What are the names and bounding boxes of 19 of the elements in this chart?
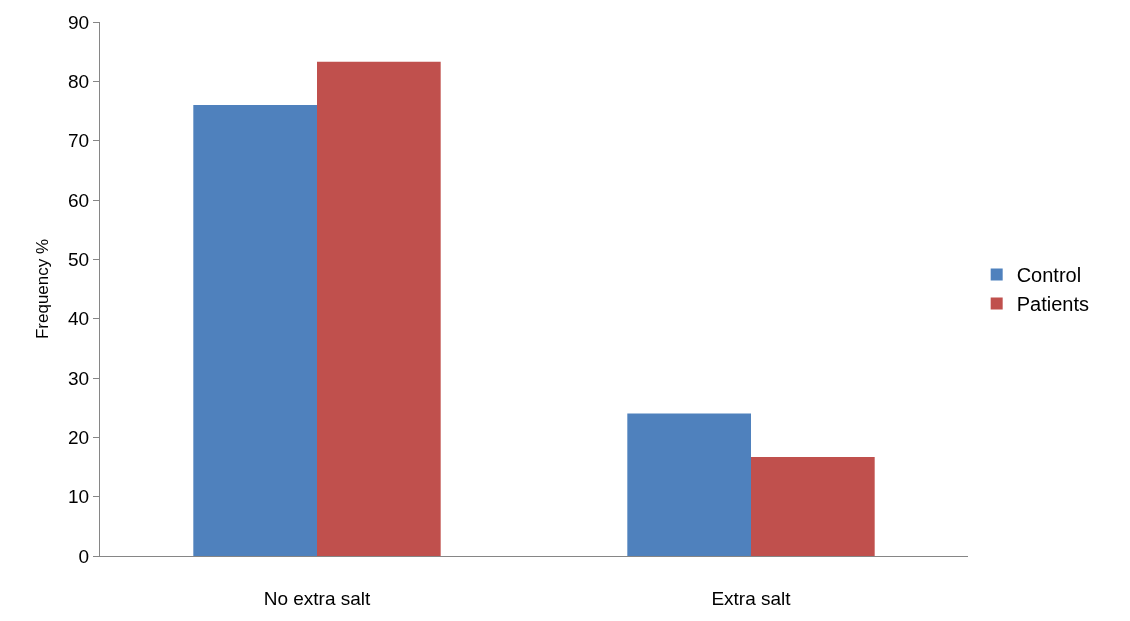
- bar: [317, 61, 441, 556]
- y-tick-label: 20: [68, 426, 90, 448]
- bar: [193, 105, 317, 556]
- bar: [627, 413, 751, 556]
- y-tick-label: 90: [68, 11, 90, 33]
- x-tick-label: Extra salt: [711, 587, 792, 609]
- y-tick-label: 80: [68, 70, 90, 92]
- y-axis-title: Frequency %: [32, 238, 52, 340]
- bar: [751, 456, 875, 556]
- x-tick-label: No extra salt: [263, 587, 372, 609]
- y-tick-label: 70: [68, 130, 90, 152]
- y-tick-label: 30: [68, 367, 90, 389]
- legend-label: Patients: [1016, 293, 1089, 316]
- y-tick-label: 60: [68, 189, 90, 211]
- legend-label: Control: [1016, 264, 1082, 287]
- y-tick-label: 0: [78, 545, 90, 567]
- y-tick-label: 10: [68, 486, 90, 508]
- y-tick-label: 40: [68, 308, 90, 330]
- y-tick-label: 50: [68, 248, 90, 270]
